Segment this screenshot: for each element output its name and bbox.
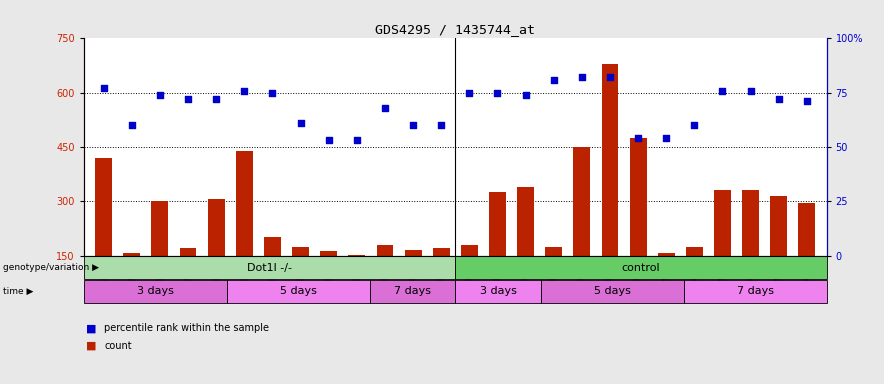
Bar (461, 245, 477, 256)
Text: percentile rank within the sample: percentile rank within the sample (104, 323, 270, 333)
Point (603, 74, 617, 81)
Point (631, 135, 645, 141)
Point (153, 92, 167, 98)
Bar (489, 192, 506, 256)
Bar (455, 256, 827, 279)
Point (377, 105, 392, 111)
Point (293, 120, 308, 126)
Text: ■: ■ (86, 323, 96, 333)
Point (406, 122, 420, 128)
Text: control: control (621, 263, 660, 273)
Text: time ▶: time ▶ (3, 287, 33, 296)
Point (181, 96, 195, 102)
Point (743, 88, 758, 94)
Bar (264, 237, 281, 256)
Text: 7 days: 7 days (394, 286, 431, 296)
Text: count: count (104, 341, 132, 351)
Bar (370, 280, 455, 303)
Bar (84, 280, 227, 303)
Point (546, 76, 560, 83)
Bar (227, 280, 370, 303)
Point (237, 88, 251, 94)
Point (491, 89, 505, 96)
Bar (433, 248, 450, 256)
Text: genotype/variation ▶: genotype/variation ▶ (3, 263, 99, 272)
Bar (541, 280, 683, 303)
Bar (455, 280, 541, 303)
Point (350, 137, 364, 144)
Point (687, 122, 701, 128)
Point (462, 89, 476, 96)
Bar (320, 251, 337, 256)
Bar (292, 247, 309, 256)
Text: 5 days: 5 days (594, 286, 631, 296)
Point (800, 98, 814, 104)
Point (96, 85, 110, 91)
Point (434, 122, 448, 128)
Bar (683, 280, 827, 303)
Bar (151, 201, 168, 256)
Point (210, 96, 224, 102)
Point (715, 88, 729, 94)
Bar (179, 248, 196, 256)
Text: ■: ■ (86, 341, 96, 351)
Bar (574, 147, 591, 256)
Text: 7 days: 7 days (736, 286, 774, 296)
Bar (658, 253, 674, 256)
Text: 3 days: 3 days (137, 286, 174, 296)
Bar (686, 247, 703, 256)
Bar (517, 187, 534, 256)
Bar (629, 138, 646, 256)
Point (772, 96, 786, 102)
Bar (208, 199, 225, 256)
Point (575, 74, 589, 81)
Bar (601, 64, 619, 256)
Bar (545, 247, 562, 256)
Bar (124, 253, 141, 256)
Point (322, 137, 336, 144)
Point (265, 89, 279, 96)
Point (519, 92, 533, 98)
Bar (95, 158, 112, 256)
Text: 5 days: 5 days (279, 286, 316, 296)
Bar (798, 203, 815, 256)
Bar (236, 151, 253, 256)
Bar (84, 256, 455, 279)
Bar (348, 255, 365, 256)
Text: 3 days: 3 days (480, 286, 516, 296)
Title: GDS4295 / 1435744_at: GDS4295 / 1435744_at (376, 23, 535, 36)
Text: Dot1l -/-: Dot1l -/- (248, 263, 292, 273)
Bar (743, 190, 759, 256)
Point (125, 122, 139, 128)
Point (659, 135, 674, 141)
Bar (770, 196, 787, 256)
Bar (405, 250, 422, 256)
Bar (714, 190, 731, 256)
Bar (377, 245, 393, 256)
